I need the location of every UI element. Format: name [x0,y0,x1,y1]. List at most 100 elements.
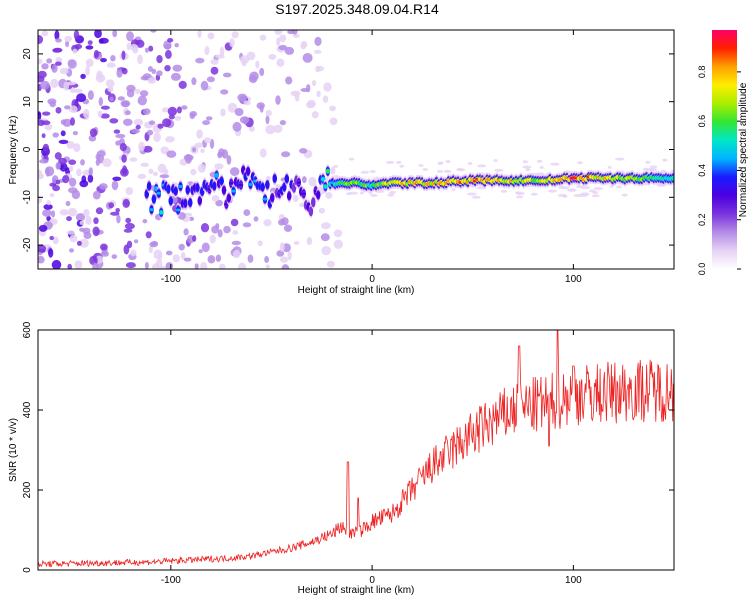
colorbar: 0.0 0.2 0.4 0.6 0.8 Normalized spectral ampl… [697,30,749,275]
noise-cell [165,136,175,143]
noise-cell [265,264,270,269]
noise-cell [322,95,329,103]
noise-cell [121,101,130,108]
noise-cell [385,160,395,164]
noise-cell [79,180,89,188]
noise-cell [126,31,134,42]
noise-cell [194,142,204,148]
y-tick-label: 0 [22,567,33,573]
noise-cell [242,116,248,125]
noise-cell [180,252,186,260]
noise-cell [436,169,444,173]
noise-cell [132,46,139,54]
ridge-cell [272,177,277,180]
noise-cell [115,133,126,139]
noise-cell [451,188,456,192]
noise-cell [259,104,264,113]
noise-cell [75,213,86,222]
noise-cell [221,149,229,159]
noise-cell [79,220,85,225]
noise-cell [58,157,67,165]
noise-cell [117,96,126,101]
noise-cell [121,154,127,163]
noise-cell [41,30,49,37]
noise-cell [189,216,195,221]
y-tick-label: 0 [22,146,33,152]
colorbar-tick-label: 0.4 [697,164,707,177]
ridge-cell [241,168,246,172]
ridge-cell [188,201,193,205]
noise-cell [153,132,161,143]
noise-cell [300,88,309,92]
noise-cell [183,257,192,262]
noise-cell [58,139,69,144]
noise-cell [243,209,251,217]
noise-cell [210,58,219,65]
ridge-cell [185,188,190,192]
noise-cell [219,263,226,269]
ridge-cell [262,197,268,201]
noise-cell [471,195,481,199]
noise-cell [94,30,102,39]
noise-cell [137,95,147,106]
noise-cell [51,259,62,269]
noise-cell [64,35,72,43]
noise-cell [49,193,55,198]
noise-cell [192,235,197,242]
noise-cell [211,225,220,234]
spectrogram-background [38,30,674,269]
noise-cell [539,165,544,169]
noise-cell [155,259,163,269]
noise-cell [281,217,289,226]
noise-cell [359,191,365,195]
ridge-cell [265,183,270,187]
spectrogram-cells [38,30,674,269]
colorbar-ticks: 0.0 0.2 0.4 0.6 0.8 [697,66,741,275]
noise-cell [142,108,151,115]
noise-cell [176,106,182,114]
noise-cell [72,131,78,136]
ridge-cell [156,191,161,195]
noise-cell [200,262,208,269]
noise-cell [316,65,325,72]
ridge-cell [197,199,202,203]
noise-cell [147,77,156,84]
noise-cell [231,240,241,246]
noise-cell [79,227,85,232]
noise-cell [41,133,46,139]
noise-cell [68,177,77,187]
noise-cell [52,236,59,245]
noise-cell [92,190,101,200]
noise-cell [276,58,285,67]
noise-cell [68,159,77,165]
noise-cell [46,200,51,206]
noise-cell [93,217,99,225]
colorbar-tick-label: 0.6 [697,115,707,128]
noise-cell [387,193,395,197]
noise-cell [80,159,85,166]
noise-cell [325,192,333,199]
noise-cell [131,128,140,134]
noise-cell [308,176,317,187]
noise-cell [135,124,141,130]
noise-cell [237,93,248,102]
noise-cell [153,171,158,176]
noise-cell [238,262,247,269]
noise-cell [217,151,223,159]
noise-cell [87,174,94,183]
noise-cell [577,161,583,165]
noise-cell [264,256,269,263]
noise-cell [142,219,148,224]
noise-cell [293,241,300,245]
noise-cell [71,189,81,200]
noise-cell [161,107,170,113]
noise-cell [125,187,134,195]
ridge-cell [166,187,171,191]
noise-cell [111,254,118,259]
noise-cell [165,250,173,256]
noise-cell [230,167,240,177]
noise-cell [44,166,55,177]
noise-cell [589,189,596,193]
noise-cell [607,165,612,169]
